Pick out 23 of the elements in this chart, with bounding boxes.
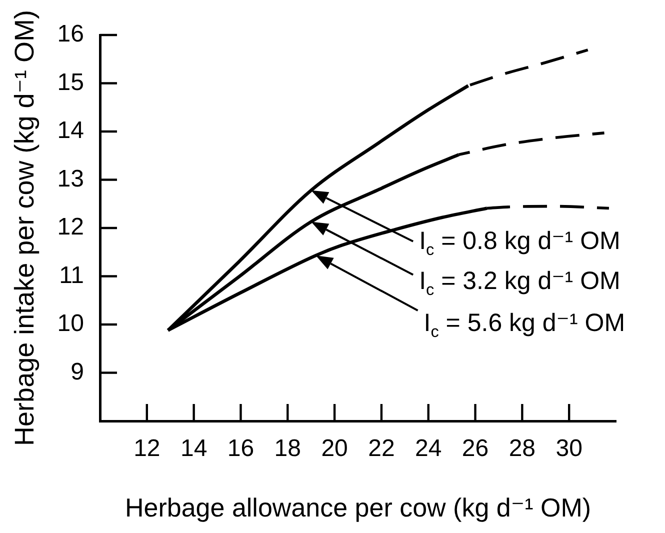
y-tick-label: 15 (57, 68, 84, 96)
x-tick-label: 26 (462, 435, 489, 462)
y-tick-label: 11 (59, 262, 84, 289)
x-tick-label: 16 (227, 435, 254, 462)
y-tick-label: 12 (57, 214, 84, 241)
y-axis-title: Herbage intake per cow (kg d⁻¹ OM) (10, 10, 40, 446)
x-tick-label: 20 (321, 435, 348, 462)
x-tick-label: 28 (508, 435, 536, 462)
annotation: I$_{c}$ = 0.8 kg d⁻¹ OM (419, 227, 620, 260)
x-tick-label: 30 (556, 435, 582, 462)
y-tick-label: 10 (57, 310, 84, 338)
y-tick-label: 14 (57, 117, 84, 144)
y-tick-label: 13 (57, 165, 84, 192)
annotation: I$_{c}$ = 5.6 kg d⁻¹ OM (424, 308, 626, 342)
x-tick-label: 24 (415, 435, 442, 462)
x-tick-label: 18 (274, 435, 301, 462)
annotation: I$_{c}$ = 3.2 kg d⁻¹ OM (419, 266, 620, 300)
x-tick-label: 22 (368, 435, 395, 462)
x-tick-label: 12 (134, 435, 160, 462)
y-tick-label: 9 (70, 358, 84, 386)
x-axis-title: Herbage allowance per cow (kg d⁻¹ OM) (124, 492, 592, 523)
x-tick-label: 14 (180, 435, 208, 462)
y-tick-label: 16 (57, 20, 84, 48)
